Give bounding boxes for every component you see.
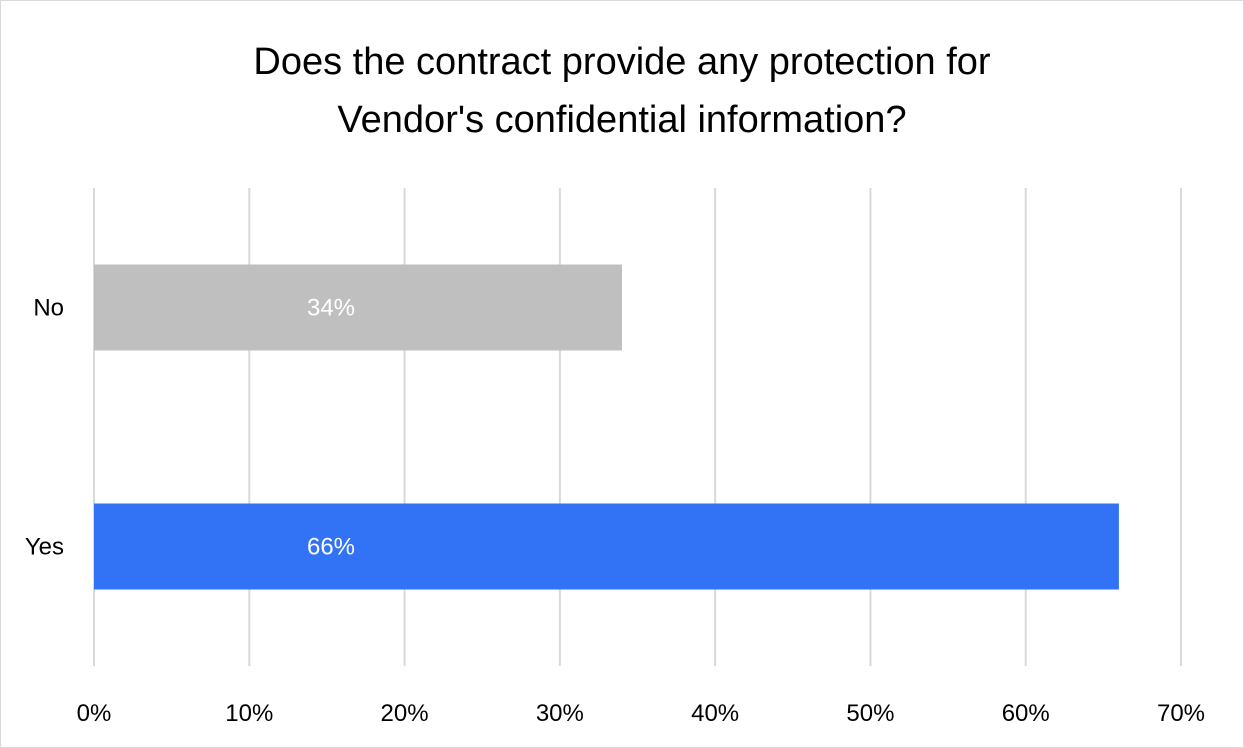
x-tick-label-2: 20% [381, 700, 429, 727]
x-tick-label-4: 40% [691, 700, 739, 727]
x-tick-label-5: 50% [846, 700, 894, 727]
bars [94, 264, 1119, 590]
bar-yes [94, 503, 1119, 590]
chart-title-line-2: Vendor's confidential information? [337, 99, 907, 141]
x-tick-label-1: 10% [225, 700, 273, 727]
x-tick-label-0: 0% [77, 700, 112, 727]
data-label-no: 34% [307, 295, 355, 322]
category-label-no: No [33, 295, 64, 322]
x-tick-label-6: 60% [1002, 700, 1050, 727]
category-label-yes: Yes [25, 534, 64, 561]
bar-no [94, 264, 622, 351]
category-axis: No Yes [25, 295, 64, 561]
gridlines [93, 188, 1182, 666]
data-label-yes: 66% [307, 534, 355, 561]
x-tick-label-3: 30% [536, 700, 584, 727]
x-tick-label-7: 70% [1157, 700, 1205, 727]
value-axis: 0% 10% 20% 30% 40% 50% 60% 70% [77, 700, 1205, 727]
chart-title: Does the contract provide any protection… [1, 33, 1243, 149]
data-labels: 34% 66% [307, 295, 355, 561]
chart-title-line-1: Does the contract provide any protection… [253, 41, 991, 83]
